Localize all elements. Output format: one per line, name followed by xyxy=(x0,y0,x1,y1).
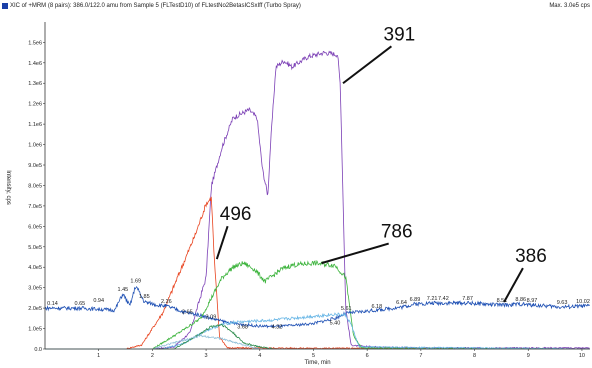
x-tick-label-3: 4 xyxy=(258,353,261,359)
x-tick-label-8: 9 xyxy=(527,353,530,359)
peak-label-10: 4.32 xyxy=(272,325,283,331)
y-tick-label-6: 6.0e5 xyxy=(28,224,42,230)
peak-label-12: 5.61 xyxy=(341,306,352,312)
peak-label-15: 6.89 xyxy=(410,297,421,303)
peak-label-16: 7.21 xyxy=(427,296,438,302)
peak-label-13: 6.18 xyxy=(371,304,382,310)
chromatogram-icon xyxy=(2,3,8,9)
peak-label-9: 3.68 xyxy=(237,325,248,331)
x-tick-label-7: 8 xyxy=(473,353,476,359)
x-tick-label-5: 6 xyxy=(366,353,369,359)
peak-label-3: 1.45 xyxy=(117,287,128,293)
peak-label-11: 5.40 xyxy=(330,321,341,327)
peak-label-2: 0.94 xyxy=(93,298,104,304)
x-tick-label-6: 7 xyxy=(419,353,422,359)
annotation-pointer-391 xyxy=(342,45,392,85)
series-line-3 xyxy=(44,286,590,329)
y-axis-label: Intensity, cps xyxy=(5,170,11,205)
peak-label-23: 10.02 xyxy=(576,299,590,305)
peak-label-8: 3.09 xyxy=(206,314,217,320)
x-axis-label: Time, min xyxy=(304,360,330,366)
y-tick-label-0: 0.0 xyxy=(34,347,42,353)
series-line-4 xyxy=(45,312,590,350)
peak-label-5: 1.85 xyxy=(139,294,150,300)
annotation-391: 391 xyxy=(384,24,416,45)
y-tick-label-14: 1.4e6 xyxy=(28,61,42,67)
y-tick-label-2: 2.0e5 xyxy=(28,306,42,312)
annotation-pointer-786 xyxy=(321,242,389,265)
peak-label-22: 9.63 xyxy=(557,300,568,306)
max-intensity: Max. 3.0e5 cps xyxy=(549,3,590,9)
annotation-386: 386 xyxy=(515,246,547,267)
y-tick-label-8: 8.0e5 xyxy=(28,183,42,189)
y-tick-label-4: 4.0e5 xyxy=(28,265,42,271)
y-tick-label-7: 7.0e5 xyxy=(28,204,42,210)
y-tick-label-9: 9.0e5 xyxy=(28,163,42,169)
chart-title: XIC of +MRM (8 pairs): 386.0/122.0 amu f… xyxy=(10,3,301,9)
y-tick-label-1: 1.0e5 xyxy=(28,327,42,333)
peak-label-1: 0.65 xyxy=(75,301,86,307)
y-tick-label-10: 1.0e6 xyxy=(28,143,42,149)
annotation-pointer-386 xyxy=(503,267,524,303)
peak-label-19: 8.51 xyxy=(497,298,508,304)
y-tick-label-11: 1.1e6 xyxy=(28,122,42,128)
y-tick-label-3: 3.0e5 xyxy=(28,286,42,292)
peak-label-17: 7.42 xyxy=(438,296,449,302)
y-tick-label-15: 1.5e6 xyxy=(28,40,42,46)
peak-label-21: 8.97 xyxy=(527,298,538,304)
annotation-pointer-496 xyxy=(215,225,229,260)
x-tick-label-1: 2 xyxy=(151,353,154,359)
x-tick-label-9: 10 xyxy=(579,353,585,359)
annotation-496: 496 xyxy=(220,204,252,225)
title-bar: XIC of +MRM (8 pairs): 386.0/122.0 amu f… xyxy=(0,0,592,12)
y-tick-label-12: 1.2e6 xyxy=(28,102,42,108)
peak-label-4: 1.69 xyxy=(130,279,141,285)
peak-label-14: 6.64 xyxy=(396,300,407,306)
x-tick-label-2: 3 xyxy=(205,353,208,359)
x-tick-label-4: 5 xyxy=(312,353,315,359)
peak-label-6: 2.26 xyxy=(161,299,172,305)
peak-label-0: 0.14 xyxy=(47,301,58,307)
peak-label-7: 2.65 xyxy=(182,309,193,315)
annotation-786: 786 xyxy=(381,222,413,243)
series-line-5 xyxy=(45,323,590,350)
series-line-6 xyxy=(45,334,590,350)
peak-label-20: 8.86 xyxy=(515,297,526,303)
peak-label-18: 7.87 xyxy=(462,296,473,302)
y-tick-label-5: 5.0e5 xyxy=(28,245,42,251)
series-line-1 xyxy=(45,196,590,350)
x-tick-label-0: 1 xyxy=(97,353,100,359)
y-tick-label-13: 1.3e6 xyxy=(28,81,42,87)
